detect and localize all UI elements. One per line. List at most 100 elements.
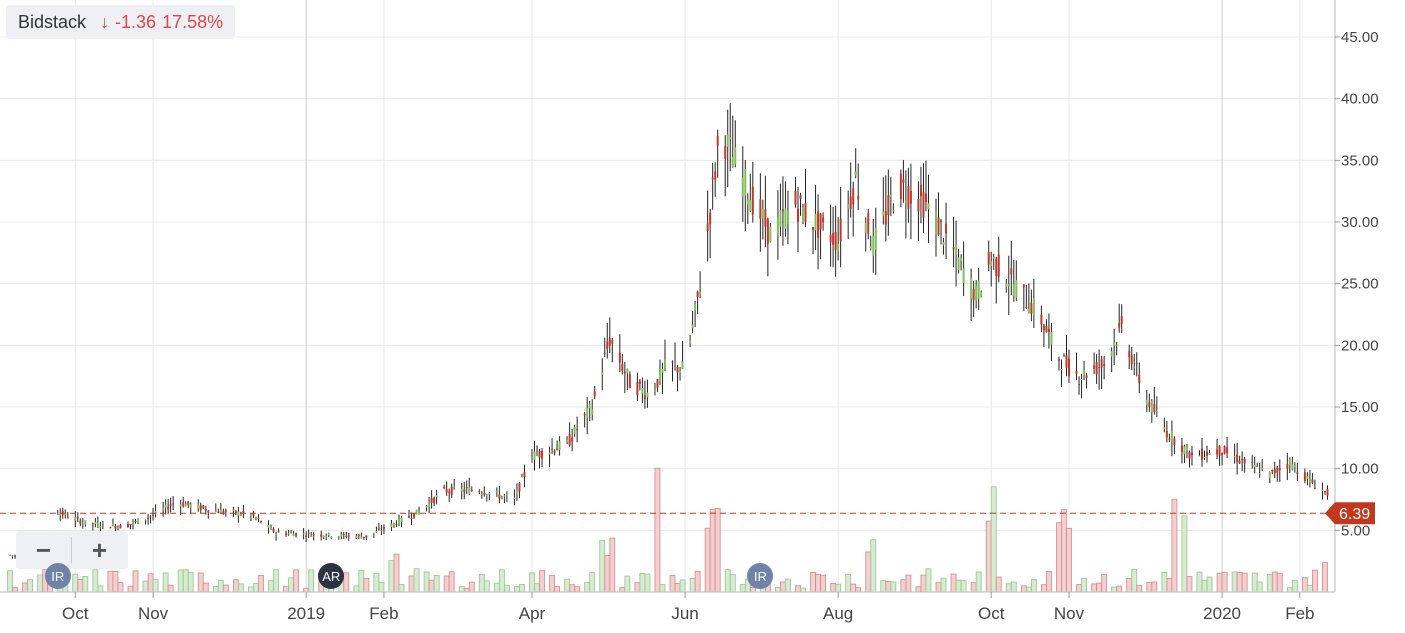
candle-body — [505, 494, 508, 496]
candle-body — [749, 200, 752, 212]
volume-bar — [820, 574, 826, 593]
candle-body — [776, 216, 779, 236]
change-value: -1.36 — [115, 11, 157, 32]
y-tick-label: 45.00 — [1341, 29, 1379, 46]
candle-body — [523, 472, 526, 478]
candle-body — [872, 236, 875, 256]
candle-body — [734, 147, 737, 165]
candle-body — [764, 209, 767, 227]
candle-body — [623, 371, 626, 374]
volume-bar — [483, 580, 490, 593]
candle-body — [430, 497, 433, 503]
candle-body — [995, 258, 998, 276]
candle-body — [671, 361, 674, 363]
y-tick-label: 10.00 — [1341, 461, 1379, 478]
candle-body — [99, 526, 102, 528]
candle-body — [270, 527, 273, 530]
event-marker-ir[interactable]: IR — [747, 563, 774, 589]
zoom-in-button[interactable]: + — [91, 534, 108, 565]
x-tick-label: Feb — [1285, 604, 1314, 623]
candle-body — [285, 533, 288, 535]
candle-body — [307, 532, 310, 534]
volume-bar — [810, 572, 816, 593]
candle-body — [64, 512, 67, 516]
candle-body — [275, 533, 278, 536]
volume-bar — [880, 580, 887, 593]
volume-bar — [117, 582, 124, 593]
candle-body — [558, 441, 561, 450]
volume-bar — [1236, 572, 1243, 593]
candle-body — [1135, 362, 1138, 365]
candle-body — [503, 495, 506, 497]
volume-bar — [1301, 577, 1308, 593]
candle-body — [854, 171, 857, 176]
volume-bar — [22, 582, 28, 593]
candle-body — [638, 380, 641, 385]
candle-body — [305, 535, 308, 537]
volume-bar — [222, 584, 229, 593]
volume-bar — [639, 572, 646, 593]
volume-bar — [268, 580, 274, 593]
volume-bar — [1181, 515, 1188, 593]
candle-body — [1271, 470, 1274, 472]
candle-body — [395, 523, 398, 526]
volume-bar — [674, 583, 681, 593]
candle-body — [553, 450, 556, 453]
candle-body — [111, 523, 114, 526]
candle-body — [852, 188, 855, 205]
candle-body — [330, 537, 333, 539]
candle-body — [325, 536, 328, 538]
candle-body — [204, 508, 207, 511]
candle-body — [390, 523, 393, 528]
volume-bar — [574, 586, 581, 593]
volume-bar — [1111, 586, 1118, 593]
candle-body — [257, 517, 260, 519]
volume-bar — [1010, 581, 1017, 593]
volume-bar — [408, 575, 415, 593]
candle-body — [91, 523, 94, 525]
candle-body — [541, 450, 544, 459]
candle-body — [741, 176, 744, 197]
x-tick-label: Aug — [823, 604, 853, 623]
candle-body — [796, 208, 799, 222]
candle-body — [1165, 431, 1168, 438]
candle-body — [817, 211, 820, 238]
volume-bar — [423, 571, 430, 593]
candle-body — [1308, 478, 1311, 483]
candle-body — [746, 199, 749, 205]
candle-body — [834, 231, 837, 251]
event-marker-ar[interactable]: AR — [318, 563, 345, 589]
candle-body — [418, 511, 421, 514]
candle-body — [1065, 355, 1068, 368]
volume-bar — [162, 572, 169, 593]
candle-body — [784, 208, 787, 229]
volume-bar — [830, 583, 837, 593]
candle-body — [425, 505, 428, 508]
volume-bar — [253, 583, 259, 593]
volume-bar — [288, 577, 294, 593]
candle-body — [802, 207, 805, 222]
volume-bar — [127, 585, 134, 593]
volume-bar — [388, 560, 395, 593]
volume-bar — [995, 576, 1002, 593]
event-marker-ir[interactable]: IR — [44, 563, 71, 589]
candle-body — [551, 448, 554, 450]
volume-bar — [1091, 583, 1097, 593]
candle-body — [591, 409, 594, 415]
candle-body — [706, 223, 709, 232]
x-tick-label: Oct — [62, 604, 89, 623]
volume-bar — [855, 587, 862, 593]
candle-body — [786, 210, 789, 225]
zoom-out-button[interactable]: − — [35, 534, 52, 565]
candle-body — [1313, 488, 1316, 490]
candle-body — [81, 522, 84, 524]
candle-body — [618, 352, 621, 363]
candle-body — [184, 504, 187, 507]
volume-bar — [1307, 584, 1313, 593]
candle-body — [375, 531, 378, 533]
volume-bar — [1276, 572, 1283, 593]
volume-bar — [634, 582, 641, 593]
x-tick-label: Nov — [1054, 604, 1085, 623]
candle-body — [1183, 446, 1186, 455]
